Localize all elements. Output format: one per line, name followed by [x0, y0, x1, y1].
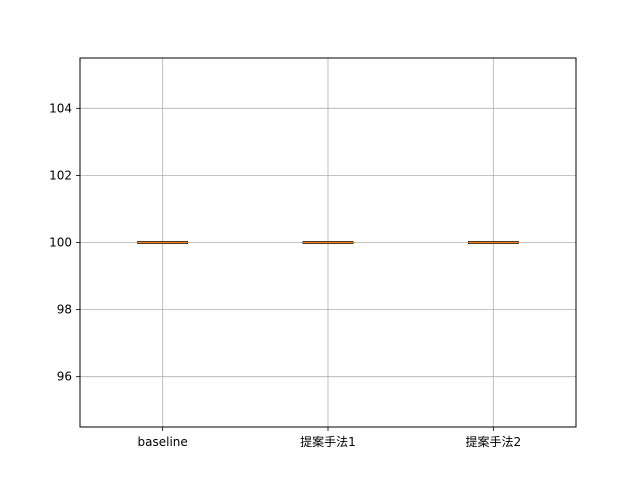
- y-tick-label: 104: [49, 101, 72, 115]
- x-tick-label: baseline: [138, 435, 188, 449]
- box-series: [137, 241, 519, 244]
- y-tick-label: 98: [57, 303, 72, 317]
- y-tick-label: 96: [57, 370, 72, 384]
- y-tick-label: 102: [49, 168, 72, 182]
- y-tick-label: 100: [49, 236, 72, 250]
- x-tick-label: 提案手法2: [466, 434, 522, 449]
- x-tick-label: 提案手法1: [300, 434, 356, 449]
- box-1: [137, 241, 189, 244]
- box-2: [302, 241, 354, 244]
- x-axis: baseline 提案手法1 提案手法2: [138, 427, 522, 449]
- y-axis: 96 98 100 102 104: [49, 101, 80, 384]
- box-3: [467, 241, 519, 244]
